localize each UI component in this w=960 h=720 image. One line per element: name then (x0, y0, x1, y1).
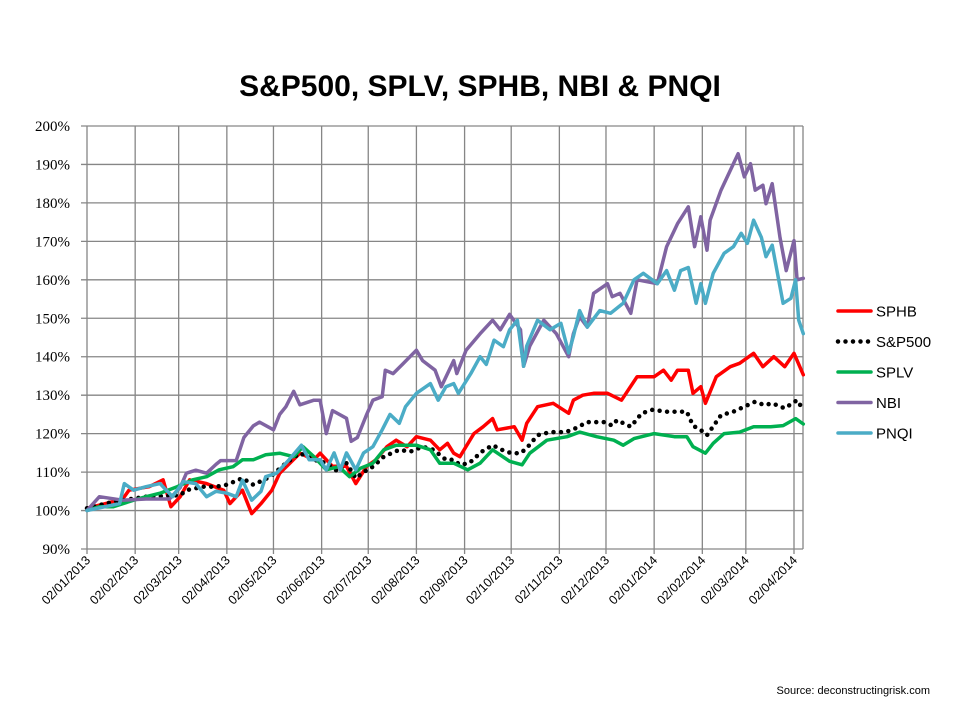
y-tick-label: 130% (35, 388, 70, 404)
x-tick-label: 02/04/2013 (179, 553, 233, 607)
grid (81, 125, 804, 554)
x-tick-label: 02/10/2013 (463, 553, 517, 607)
x-tick-label: 02/04/2014 (746, 553, 800, 607)
legend-label: PNQI (876, 426, 913, 443)
series-line-pnqi (85, 218, 806, 513)
y-tick-label: 170% (35, 234, 70, 250)
x-axis: 02/01/201302/02/201302/03/201302/04/2013… (39, 553, 800, 607)
series-line-splv (85, 416, 806, 513)
series-line-nbi (85, 151, 806, 513)
source-note: Source: deconstructingrisk.com (777, 685, 930, 697)
y-axis: 90% 100% 110% 120% 130% 140% 150% 160% 170% 180% 1… (35, 119, 70, 558)
x-tick-label: 02/05/2013 (225, 553, 279, 607)
x-tick-label: 02/01/2014 (606, 553, 660, 607)
series-line-sp500 (84, 397, 806, 511)
plot-area (84, 151, 806, 516)
y-tick-label: 160% (35, 273, 70, 289)
y-tick-label: 180% (35, 196, 70, 212)
x-tick-label: 02/07/2013 (320, 553, 374, 607)
chart-title: S&P500, SPLV, SPHB, NBI & PNQI (239, 70, 721, 103)
y-tick-label: 110% (36, 465, 70, 481)
y-tick-label: 100% (35, 504, 70, 520)
y-tick-label: 90% (43, 542, 71, 558)
legend-label: NBI (876, 395, 901, 412)
series-line-sphb (85, 351, 806, 516)
y-tick-label: 120% (35, 427, 70, 443)
y-tick-label: 190% (35, 157, 70, 173)
y-tick-label: 140% (35, 350, 70, 366)
legend-label: SPHB (876, 304, 917, 321)
y-tick-label: 150% (35, 311, 70, 327)
x-tick-label: 02/12/2013 (558, 553, 612, 607)
legend-label: S&P500 (876, 334, 931, 351)
legend: SPHB S&P500 SPLV NBI PNQI (835, 304, 931, 443)
legend-label: SPLV (876, 365, 913, 382)
x-tick-label: 02/06/2013 (274, 553, 328, 607)
x-tick-label: 02/09/2013 (417, 553, 471, 607)
y-tick-label: 200% (35, 119, 70, 135)
x-tick-label: 02/08/2013 (368, 553, 422, 607)
x-tick-label: 02/01/2013 (39, 553, 93, 607)
x-tick-label: 02/11/2013 (512, 553, 566, 607)
